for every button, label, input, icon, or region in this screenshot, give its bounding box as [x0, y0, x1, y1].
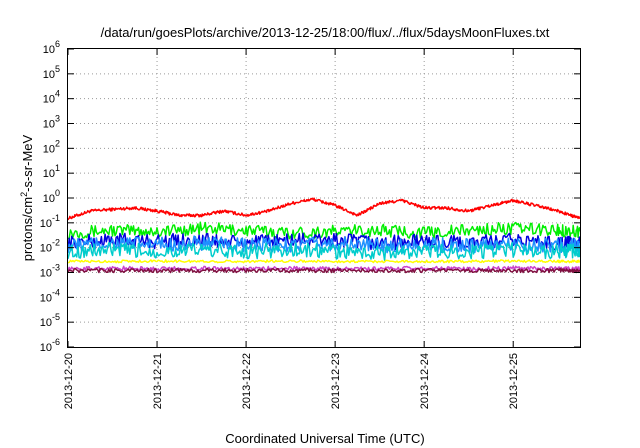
y-tick-label: 10-5 — [40, 312, 60, 329]
ticks: 10-6 10-5 10-4 10-3 10-2 10-1 100 101 102 103 104 1… — [40, 39, 580, 409]
x-tick-label: 2013-12-20 — [63, 353, 75, 409]
chart-title: /data/run/goesPlots/archive/2013-12-25/1… — [101, 25, 550, 40]
y-tick-label: 10-1 — [40, 213, 60, 230]
y-tick-label: 103 — [43, 114, 60, 131]
y-tick-label: 100 — [43, 188, 60, 205]
x-tick-label: 2013-12-24 — [419, 353, 431, 409]
y-tick-label: 10-2 — [40, 238, 60, 255]
series-line — [67, 197, 581, 221]
series-line — [67, 242, 581, 262]
series-layer — [67, 197, 581, 274]
series-line — [67, 259, 581, 264]
x-tick-label: 2013-12-21 — [152, 353, 164, 409]
y-tick-label: 106 — [43, 39, 60, 56]
x-tick-label: 2013-12-22 — [241, 353, 253, 409]
series-line — [67, 221, 581, 240]
y-tick-label: 104 — [43, 89, 60, 106]
y-tick-label: 10-3 — [40, 263, 60, 280]
x-tick-label: 2013-12-23 — [330, 353, 342, 409]
y-tick-label: 10-6 — [40, 337, 60, 354]
x-tick-label: 2013-12-25 — [508, 353, 520, 409]
series-line — [67, 267, 581, 274]
y-tick-label: 105 — [43, 64, 60, 81]
grid — [68, 49, 580, 347]
y-tick-label: 101 — [43, 163, 60, 180]
plot-frame — [67, 48, 581, 348]
x-axis-label: Coordinated Universal Time (UTC) — [225, 431, 424, 446]
y-tick-label: 10-4 — [40, 287, 60, 304]
y-tick-label: 102 — [43, 138, 60, 155]
y-axis-label: protons/cm2-s-sr-MeV — [19, 134, 35, 261]
